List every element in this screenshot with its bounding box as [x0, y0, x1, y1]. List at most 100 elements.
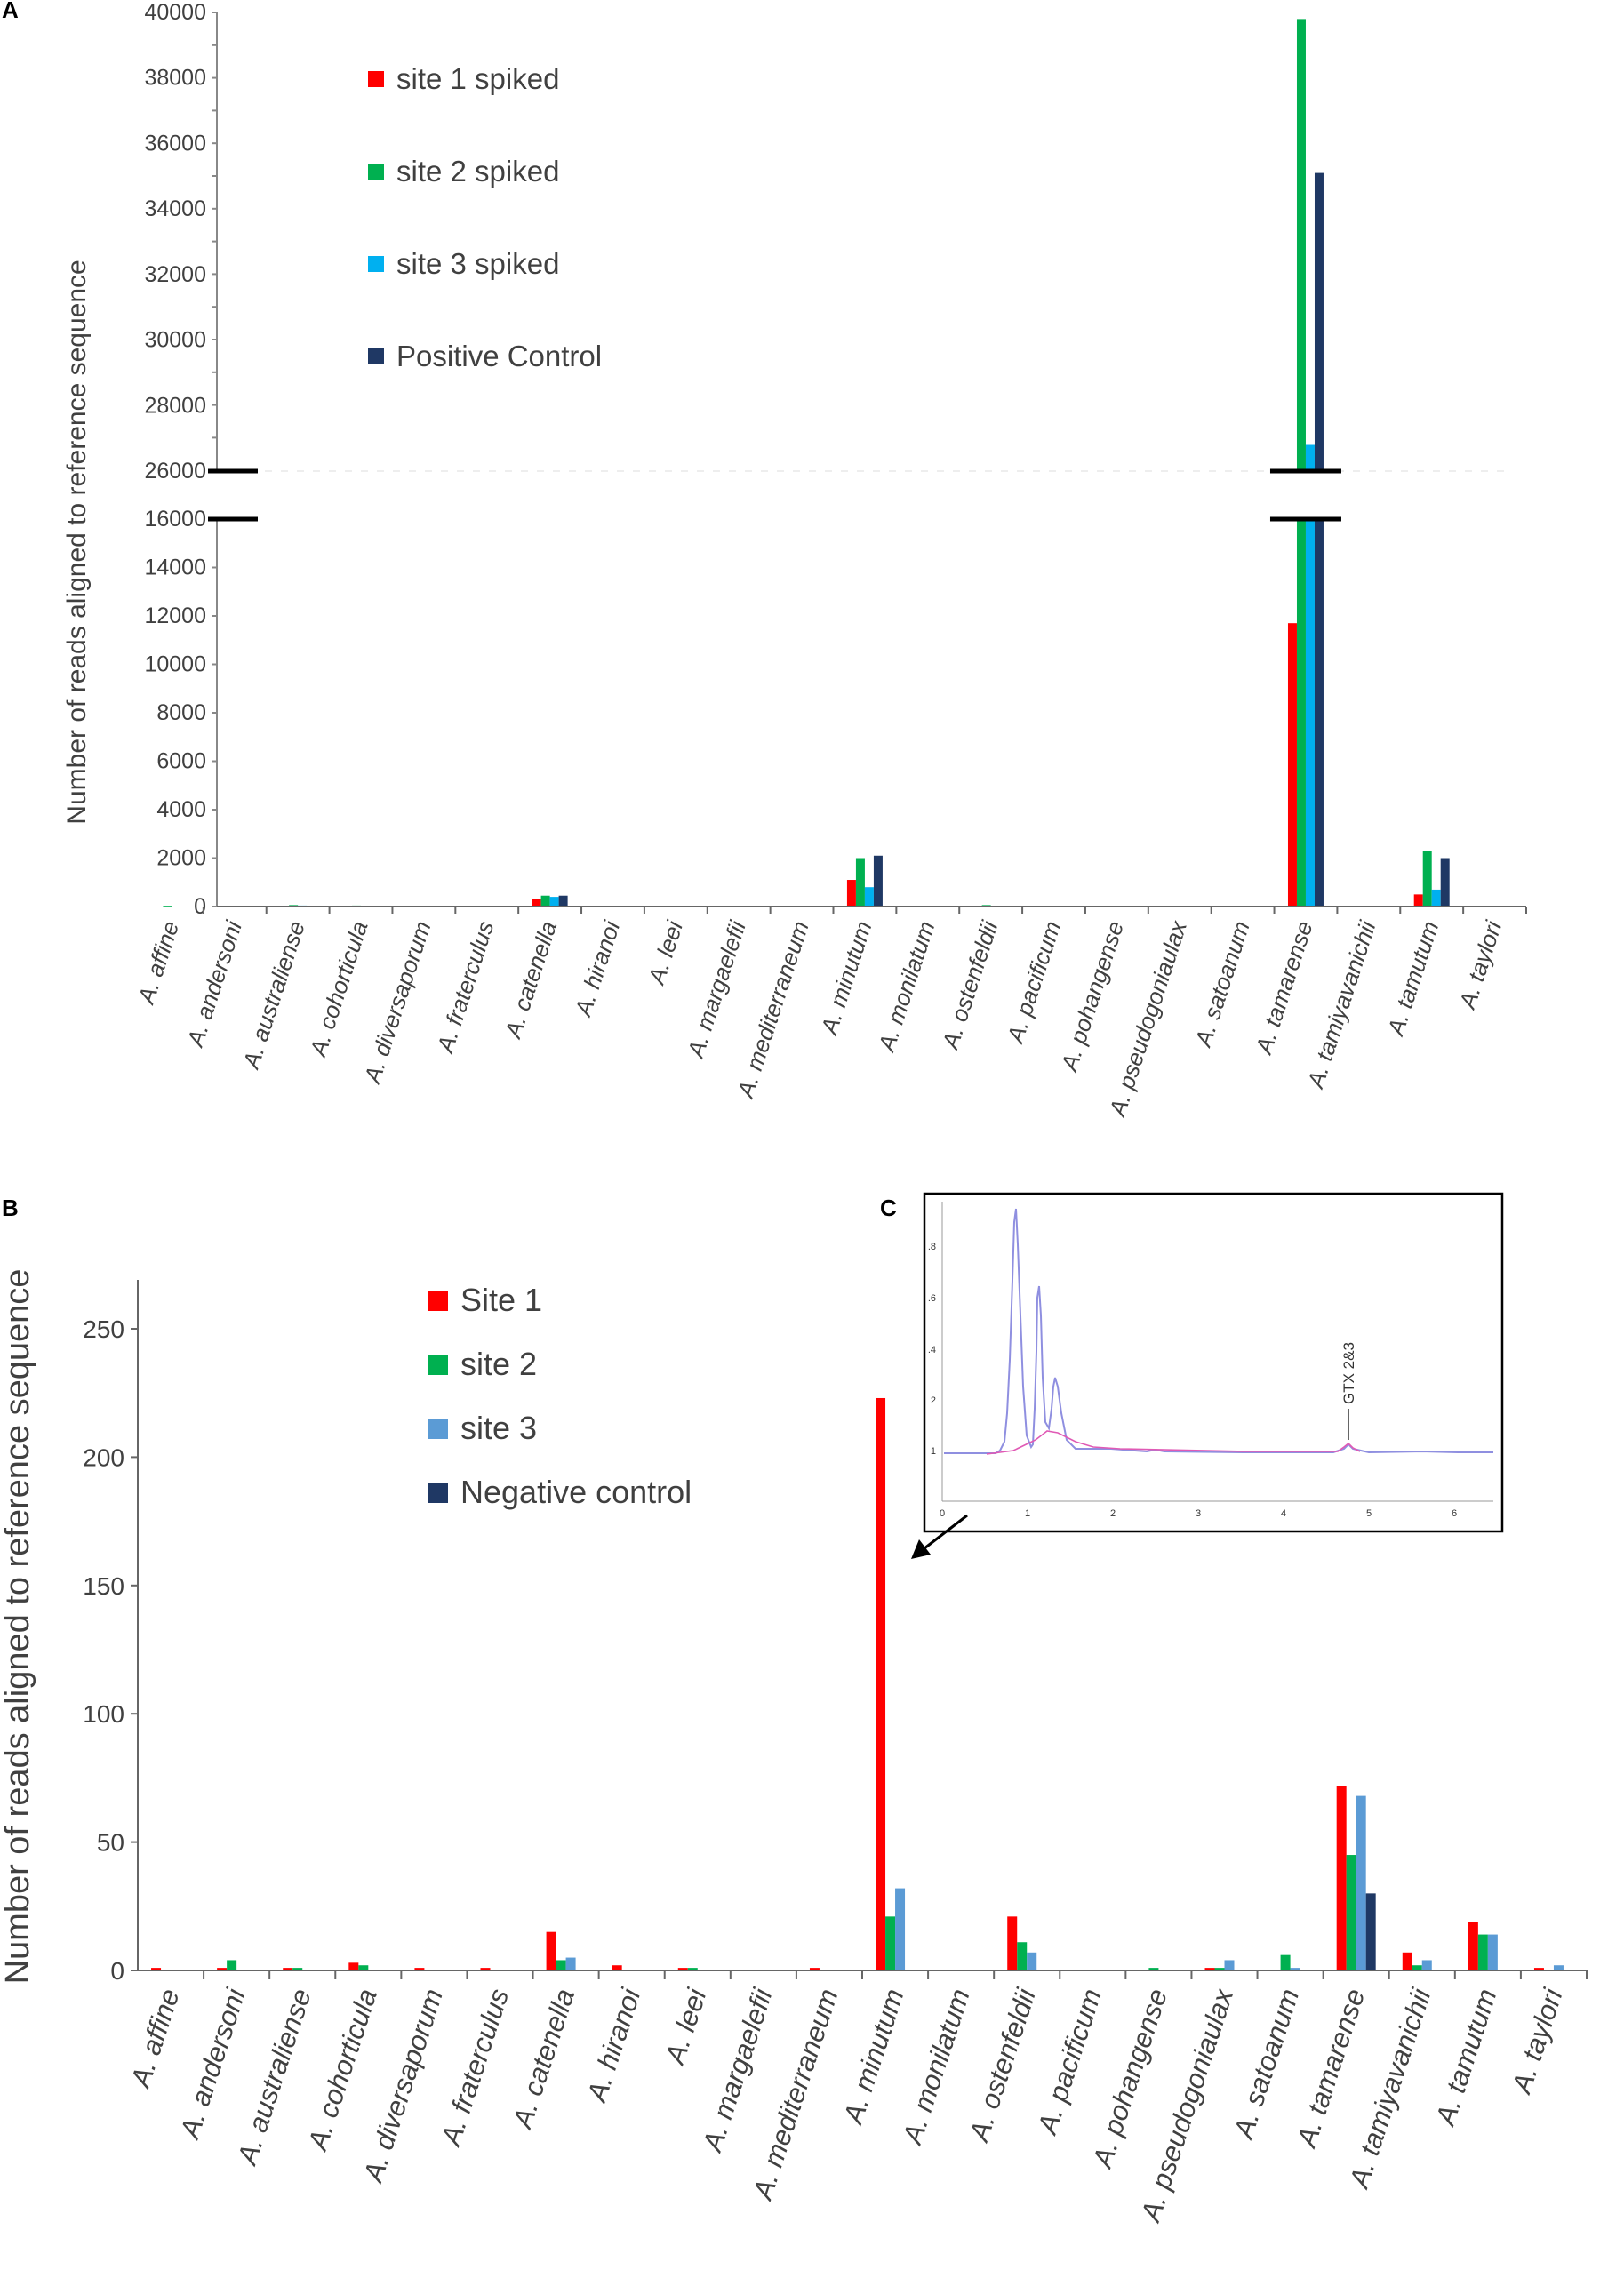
panel-a-bar	[163, 906, 172, 907]
inset-x-tick-label: 4	[1281, 1508, 1286, 1519]
panel-b-bar	[1280, 1954, 1291, 1970]
panel-b-bar	[217, 1968, 228, 1970]
panel-b-y-tick-label: 200	[83, 1443, 124, 1471]
panel-a-bar	[873, 855, 883, 907]
panel-a-y-tick-label: 14000	[144, 556, 206, 580]
panel-b-bar	[348, 1962, 359, 1970]
panel-a-bar	[1314, 519, 1324, 907]
panel-a-legend-label: Positive Control	[396, 340, 602, 372]
panel-a-y-tick-label: 40000	[144, 0, 206, 25]
panel-a-y-tick-label: 32000	[144, 262, 206, 287]
inset-y-tick-label: .8	[928, 1242, 936, 1252]
panel-a-y-tick-label: 6000	[156, 749, 206, 774]
panel-b-bar	[1412, 1965, 1422, 1970]
panel-b-bar	[885, 1916, 896, 1970]
panel-a-bar	[558, 895, 568, 907]
panel-b-label: B	[2, 1195, 19, 1221]
panel-a-y-tick-label: 12000	[144, 603, 206, 628]
panel-b-bar	[414, 1968, 425, 1970]
panel-b-legend-label: site 3	[460, 1410, 537, 1446]
panel-b-legend-label: site 2	[460, 1346, 537, 1382]
panel-a-legend-swatch	[368, 256, 384, 272]
inset-pointer-arrow-head	[911, 1539, 931, 1559]
panel-b-y-tick-label: 50	[97, 1829, 124, 1857]
panel-a-y-tick-label: 2000	[156, 846, 206, 871]
inset-trace-blue	[944, 1208, 1493, 1454]
panel-a-axes	[202, 12, 1527, 914]
panel-a-y-ticks: 0 2000 4000 6000 8000 10000 12000 14000 16000 260…	[144, 0, 206, 919]
panel-a-y-tick-label: 30000	[144, 328, 206, 353]
panel-b-bar	[1290, 1968, 1300, 1970]
panel-b-bar	[480, 1968, 491, 1970]
inset-y-tick-label: 1	[931, 1446, 936, 1457]
panel-a-y-tick-label: 16000	[144, 507, 206, 532]
panel-a-bar	[1431, 889, 1441, 907]
panel-a-y-tick-label: 10000	[144, 652, 206, 677]
inset-y-tick-label: .6	[928, 1293, 936, 1304]
panel-b-axes	[131, 1280, 1588, 1979]
inset-y-tick-label: .4	[928, 1345, 936, 1355]
panel-b-legend-label: Site 1	[460, 1282, 542, 1318]
panel-a-legend: site 1 spiked site 2 spiked site 3 spiked P…	[368, 62, 602, 372]
panel-b-bar	[227, 1960, 237, 1970]
panel-b-bar	[895, 1888, 906, 1970]
inset-pointer-arrow-line	[924, 1514, 968, 1550]
inset-x-tick-label: 6	[1452, 1508, 1457, 1519]
panel-b-bar	[283, 1968, 293, 1970]
panel-a-y-tick-label: 26000	[144, 459, 206, 484]
panel-a-bar	[1305, 519, 1315, 907]
panel-b-y-tick-label: 0	[110, 1957, 124, 1985]
panel-b-bar	[1487, 1934, 1498, 1970]
panel-b-legend-swatch	[428, 1355, 448, 1375]
panel-b-bar	[1365, 1893, 1376, 1970]
panel-b-bar	[677, 1968, 688, 1970]
inset-x-tick-label: 1	[1025, 1508, 1030, 1519]
panel-a-bar	[846, 880, 856, 907]
panel-b-bar	[1214, 1968, 1225, 1970]
panel-b-bar	[556, 1960, 566, 1970]
panel-b-y-tick-label: 100	[83, 1700, 124, 1728]
panel-a-legend-swatch	[368, 164, 384, 180]
panel-a-label: A	[2, 0, 19, 23]
inset-x-tick-label: 2	[1110, 1508, 1116, 1519]
panel-b-bar	[358, 1965, 369, 1970]
panel-b-bar	[1402, 1952, 1412, 1970]
panel-c-inset: 1 2 .4 .6 .8 0 1 2 3 4 5 6 GTX 2&3	[923, 1192, 1504, 1533]
panel-b-bar	[1356, 1795, 1366, 1970]
panel-b-y-tick-label: 250	[83, 1315, 124, 1343]
panel-a-y-tick-label: 4000	[156, 797, 206, 822]
panel-a-bar	[540, 895, 550, 907]
panel-a-legend-label: site 1 spiked	[396, 62, 559, 95]
panel-b-bar	[1553, 1965, 1564, 1970]
panel-b-bar	[1468, 1922, 1478, 1970]
panel-b-bar	[1224, 1960, 1235, 1970]
panel-a-bar-upper	[1296, 19, 1306, 471]
panel-b-bar	[1017, 1942, 1028, 1970]
panel-b-bar	[1533, 1968, 1544, 1970]
inset-x-tick-label: 3	[1196, 1508, 1201, 1519]
panel-b-bar	[809, 1968, 820, 1970]
panel-a-bar	[532, 899, 541, 907]
gtx-peak-label: GTX 2&3	[1340, 1342, 1357, 1404]
inset-x-tick-label: 0	[940, 1508, 945, 1519]
panel-b-bar	[1346, 1855, 1356, 1970]
panel-b-bar	[687, 1968, 698, 1970]
panel-b-bar	[1421, 1960, 1432, 1970]
panel-b-bar	[1336, 1786, 1347, 1970]
panel-a-bar	[1296, 519, 1306, 907]
inset-frame	[923, 1192, 1504, 1533]
panel-a-bar	[1440, 858, 1450, 907]
panel-a-legend-swatch	[368, 71, 384, 87]
panel-b-legend-swatch	[428, 1419, 448, 1439]
panel-b-bar	[151, 1968, 162, 1970]
panel-a-y-tick-label: 8000	[156, 700, 206, 725]
panel-b-bar	[1027, 1952, 1037, 1970]
panel-a-bar	[1413, 894, 1423, 907]
panel-c-label: C	[880, 1195, 897, 1221]
inset-y-tick-label: 2	[931, 1395, 936, 1406]
panel-b-bar	[292, 1968, 303, 1970]
panel-a-bars	[163, 19, 1450, 907]
panel-a-bar	[864, 887, 874, 907]
panel-a-y-tick-label: 38000	[144, 66, 206, 91]
